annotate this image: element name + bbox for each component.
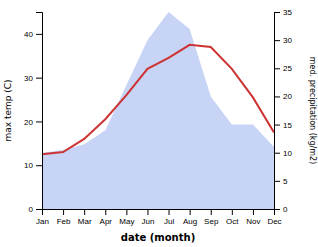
tick: 40 xyxy=(24,30,42,39)
axis-line xyxy=(275,13,281,210)
tick: Jun xyxy=(142,209,155,226)
tick: Mar xyxy=(78,209,92,226)
tick-mark xyxy=(63,209,64,215)
y2-axis-title: med. precipitation (kg/m2) xyxy=(308,57,317,164)
tick: May xyxy=(119,209,134,226)
marks xyxy=(42,12,274,209)
tick-mark xyxy=(36,121,42,122)
tick-mark xyxy=(190,209,191,215)
tick-label: Nov xyxy=(246,217,260,226)
tick-mark xyxy=(274,153,280,154)
tick-label: 0 xyxy=(283,205,288,214)
tick-label: 40 xyxy=(24,30,33,39)
tick-label: 25 xyxy=(283,64,292,73)
tick-mark xyxy=(274,12,280,13)
chart: JanFebMarAprMayJunJulAugSepOctNovDec0102… xyxy=(0,0,318,247)
tick: Jul xyxy=(164,209,174,226)
y-axis-title: max temp (C) xyxy=(3,79,13,141)
tick-label: Feb xyxy=(57,217,71,226)
tick: 30 xyxy=(24,74,42,83)
tick-label: Jan xyxy=(36,217,49,226)
tick-mark xyxy=(147,209,148,215)
tick-label: 0 xyxy=(29,205,34,214)
area xyxy=(42,12,274,209)
tick: 0 xyxy=(29,205,42,214)
x-axis: Jan Feb Mar Apr May Jun Jul Aug Sep Oct Nov Dec xyxy=(36,209,282,226)
tick: 20 xyxy=(24,118,42,127)
axis-line xyxy=(36,13,43,210)
tick-mark xyxy=(126,209,127,215)
tick-label: 30 xyxy=(283,36,292,45)
tick-label: Oct xyxy=(226,217,239,226)
tick-label: Jul xyxy=(164,217,174,226)
tick: 0 xyxy=(274,205,288,214)
y-axis: 0 10 20 30 40 xyxy=(24,13,42,215)
tick-mark xyxy=(274,209,280,210)
tick-label: Apr xyxy=(100,217,113,226)
tick-mark xyxy=(274,96,280,97)
tick-label: Jun xyxy=(142,217,155,226)
axis-line xyxy=(43,210,275,216)
tick: Nov xyxy=(246,209,260,226)
x-axis-title: date (month) xyxy=(121,232,195,243)
tick-label: 35 xyxy=(283,8,292,17)
tick-mark xyxy=(84,209,85,215)
tick-mark xyxy=(274,181,280,182)
tick: 20 xyxy=(274,92,292,101)
tick: 30 xyxy=(274,36,292,45)
line xyxy=(42,45,274,154)
tick: 25 xyxy=(274,64,292,73)
tick: Feb xyxy=(57,209,71,226)
tick: 5 xyxy=(274,177,288,186)
plot: JanFebMarAprMayJunJulAugSepOctNovDec0102… xyxy=(24,8,292,226)
tick-mark xyxy=(274,40,280,41)
tick-mark xyxy=(253,209,254,215)
tick-label: 20 xyxy=(24,118,33,127)
tick-mark xyxy=(274,68,280,69)
y2-axis: 0 5 10 15 20 25 30 35 xyxy=(274,8,292,214)
tick-label: Sep xyxy=(204,217,219,226)
tick-label: 30 xyxy=(24,74,33,83)
tick: 15 xyxy=(274,121,292,130)
tick-label: Mar xyxy=(78,217,92,226)
tick: 35 xyxy=(274,8,292,17)
tick-mark xyxy=(232,209,233,215)
tick-mark xyxy=(36,78,42,79)
tick-mark xyxy=(36,165,42,166)
tick: Apr xyxy=(100,209,113,226)
tick-label: May xyxy=(119,217,134,226)
tick: Jan xyxy=(36,209,49,226)
tick: 10 xyxy=(274,149,292,158)
tick-mark xyxy=(274,125,280,126)
tick-mark xyxy=(211,209,212,215)
tick-label: Aug xyxy=(183,217,197,226)
tick-label: Dec xyxy=(267,217,281,226)
tick-label: 15 xyxy=(283,121,292,130)
tick-label: 10 xyxy=(283,149,292,158)
tick-mark xyxy=(36,209,42,210)
tick-label: 20 xyxy=(283,92,292,101)
tick-label: 10 xyxy=(24,161,33,170)
tick-mark xyxy=(105,209,106,215)
tick-label: 5 xyxy=(283,177,288,186)
tick-mark xyxy=(36,34,42,35)
tick: Oct xyxy=(226,209,239,226)
tick: Dec xyxy=(267,209,281,226)
tick: Aug xyxy=(183,209,197,226)
tick-mark xyxy=(169,209,170,215)
tick: 10 xyxy=(24,161,42,170)
tick: Sep xyxy=(204,209,219,226)
